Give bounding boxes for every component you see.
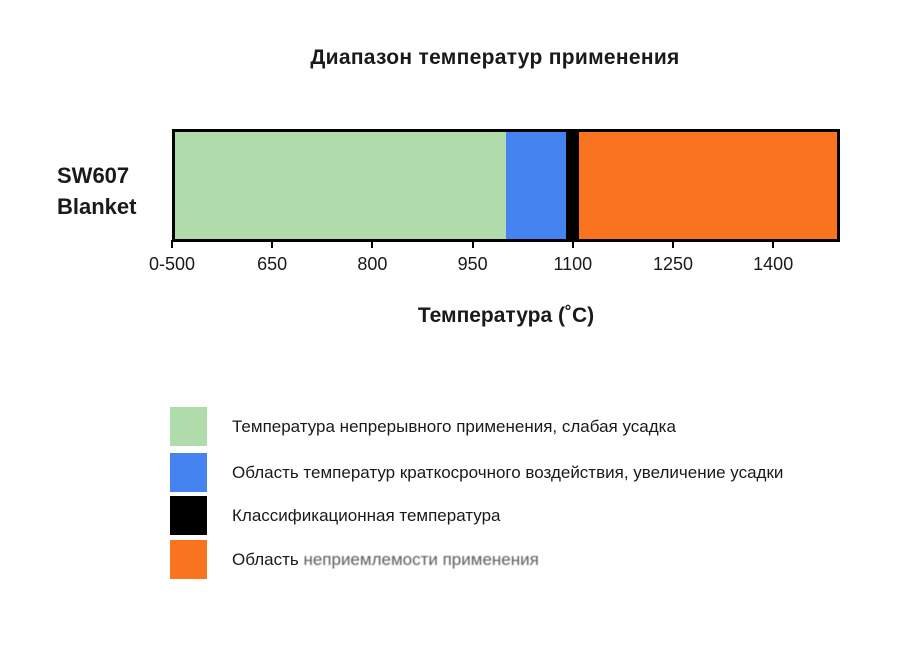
series-label-line1: SW607	[57, 163, 130, 188]
bar-segment-classification-temperature	[565, 132, 579, 239]
x-tick-label-800: 800	[357, 254, 388, 274]
x-tick-mark-800	[371, 240, 374, 248]
legend-label: Область температур краткосрочного воздей…	[232, 462, 784, 482]
x-tick-mark-1100	[571, 240, 574, 248]
x-tick-label-650: 650	[257, 254, 288, 274]
x-axis-tick-labels: 0-500 650 800 950 1100 1250 1400	[149, 254, 840, 278]
legend-item-unacceptable-use: Область неприемлемости применения	[170, 540, 539, 579]
legend-item-continuous-use: Температура непрерывного применения, сла…	[170, 407, 676, 446]
bar-segment-continuous-use	[175, 132, 506, 239]
legend-label: Температура непрерывного применения, сла…	[232, 416, 676, 436]
x-tick-mark-950	[471, 240, 474, 248]
legend-item-short-term-exposure: Область температур краткосрочного воздей…	[170, 453, 783, 492]
x-axis-ticks	[171, 240, 840, 250]
series-label-line2: Blanket	[57, 194, 137, 219]
x-tick-label-1250: 1250	[652, 254, 694, 274]
x-tick-mark-500	[171, 240, 173, 248]
legend-label: Область неприемлемости применения	[232, 550, 539, 570]
x-tick-mark-650	[271, 240, 274, 248]
legend-label-part1: Область	[232, 549, 304, 569]
series-label: SW607 Blanket	[57, 160, 136, 222]
legend-label: Классификационная температура	[232, 505, 501, 525]
bar-segment-unacceptable-use	[578, 132, 837, 239]
legend-swatch-blue	[170, 453, 207, 492]
x-tick-label-950: 950	[457, 254, 488, 274]
x-axis-title: Температура (˚C)	[417, 304, 595, 327]
x-tick-mark-1250	[672, 240, 674, 248]
legend-swatch-black	[170, 496, 207, 535]
x-tick-label-500: 0-500	[148, 254, 196, 274]
x-tick-label-1100: 1100	[553, 254, 593, 274]
x-tick-label-1400: 1400	[753, 254, 794, 274]
x-tick-mark-1400	[772, 240, 775, 248]
legend-label-part2: неприемлемости применения	[303, 549, 539, 569]
legend-swatch-orange	[170, 540, 207, 579]
bar-segment-short-term-exposure	[506, 132, 566, 239]
legend-item-classification-temperature: Классификационная температура	[170, 496, 501, 535]
legend-swatch-green	[170, 407, 207, 446]
stacked-bar	[172, 129, 840, 242]
chart-title: Диапазон температур применения	[310, 46, 680, 69]
